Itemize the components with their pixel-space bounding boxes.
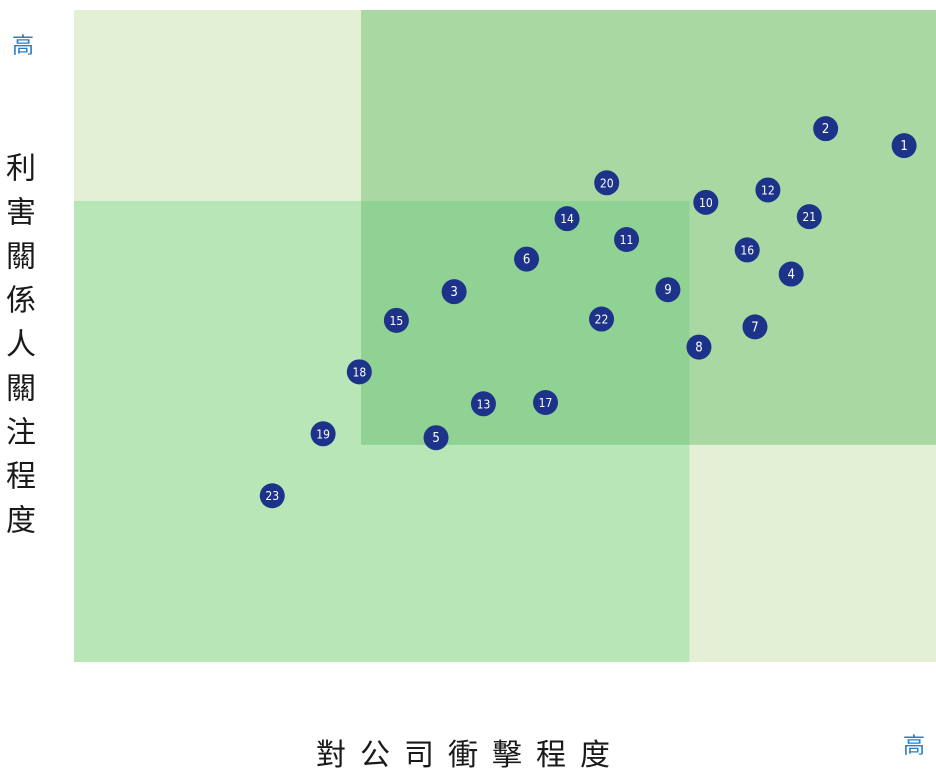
point-10: 10 (693, 189, 719, 215)
point-marker (441, 279, 467, 305)
point-marker (796, 204, 822, 230)
point-marker (514, 246, 540, 272)
point-16: 16 (734, 237, 760, 263)
y-axis-label: 利害關係人關注程度 (0, 152, 35, 548)
point-8: 8 (686, 334, 712, 360)
point-13: 13 (470, 391, 496, 417)
point-14: 14 (554, 206, 580, 232)
point-label: 9 (664, 283, 671, 298)
point-label: 14 (560, 212, 574, 226)
point-label: 3 (450, 285, 457, 300)
x-axis-label: 對公司衝擊程度 (316, 738, 624, 773)
x-axis-high-label: 高 (903, 734, 926, 759)
point-marker (346, 359, 372, 385)
point-label: 7 (751, 320, 758, 335)
zones-layer (74, 10, 936, 662)
point-marker (594, 170, 620, 196)
point-marker (310, 421, 336, 447)
point-11: 11 (614, 227, 640, 253)
point-label: 12 (761, 183, 775, 197)
point-marker (259, 483, 285, 509)
point-label: 6 (523, 253, 530, 268)
point-marker (778, 261, 804, 287)
point-marker (742, 314, 768, 340)
point-label: 19 (316, 427, 330, 441)
point-label: 21 (802, 210, 816, 224)
point-15: 15 (383, 307, 409, 333)
point-label: 15 (390, 314, 404, 328)
point-label: 20 (600, 176, 614, 190)
point-3: 3 (441, 279, 467, 305)
point-marker (423, 425, 449, 451)
point-4: 4 (778, 261, 804, 287)
point-marker (589, 306, 615, 332)
point-6: 6 (514, 246, 540, 272)
point-label: 1 (900, 139, 907, 154)
point-5: 5 (423, 425, 449, 451)
point-label: 17 (539, 396, 553, 410)
point-marker (614, 227, 640, 253)
point-label: 22 (595, 313, 609, 327)
point-label: 5 (432, 431, 439, 446)
point-19: 19 (310, 421, 336, 447)
point-label: 23 (265, 489, 279, 503)
point-label: 18 (352, 365, 366, 379)
point-marker (686, 334, 712, 360)
point-marker (470, 391, 496, 417)
point-marker (383, 307, 409, 333)
point-2: 2 (813, 116, 839, 142)
point-label: 16 (740, 243, 754, 257)
point-marker (693, 189, 719, 215)
point-label: 2 (822, 122, 829, 137)
point-1: 1 (891, 133, 917, 159)
point-12: 12 (755, 177, 781, 203)
point-7: 7 (742, 314, 768, 340)
point-18: 18 (346, 359, 372, 385)
point-marker (813, 116, 839, 142)
point-marker (755, 177, 781, 203)
point-label: 8 (695, 341, 702, 356)
point-label: 13 (477, 397, 491, 411)
point-label: 11 (620, 233, 634, 247)
point-marker (533, 390, 559, 416)
zone-overlap (361, 201, 690, 445)
point-label: 4 (787, 268, 794, 283)
point-marker (734, 237, 760, 263)
point-label: 10 (699, 196, 713, 210)
point-21: 21 (796, 204, 822, 230)
point-marker (655, 277, 681, 303)
point-20: 20 (594, 170, 620, 196)
y-axis-high-label: 高 (12, 34, 35, 59)
point-23: 23 (259, 483, 285, 509)
point-9: 9 (655, 277, 681, 303)
point-marker (891, 133, 917, 159)
point-17: 17 (533, 390, 559, 416)
point-22: 22 (589, 306, 615, 332)
point-marker (554, 206, 580, 232)
